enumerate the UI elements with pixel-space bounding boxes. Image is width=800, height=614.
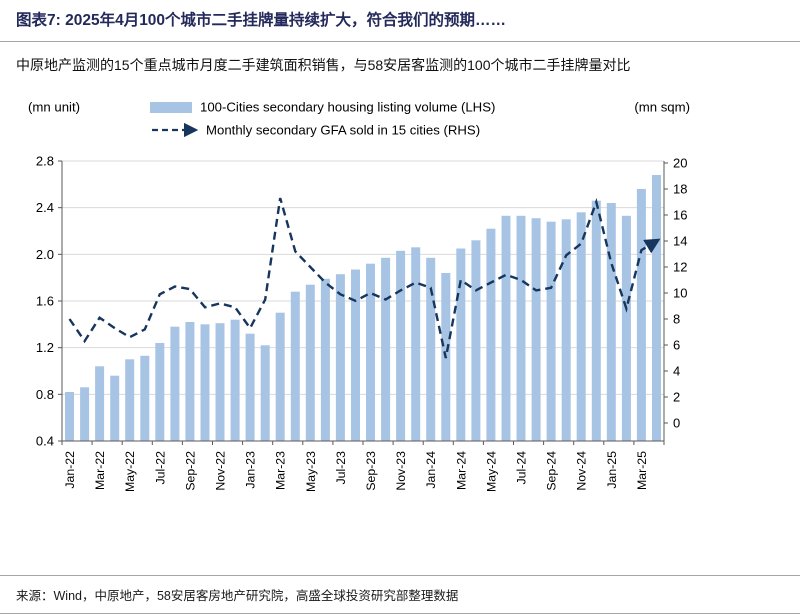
bar	[200, 323, 210, 441]
bar	[80, 386, 90, 441]
right-axis-tick-label: 18	[673, 181, 687, 196]
bar	[621, 215, 631, 441]
left-axis-tick-label: 2.0	[36, 246, 54, 261]
legend-bar-label: 100-Cities secondary housing listing vol…	[200, 99, 495, 114]
legend-bar-swatch	[150, 101, 192, 113]
left-axis-tick-label: 1.2	[36, 340, 54, 355]
chart-subtitle: 中原地产监测的15个重点城市月度二手建筑面积销售，与58安居客监测的100个城市…	[16, 56, 631, 73]
bar	[351, 269, 360, 441]
right-axis-tick-label: 6	[673, 337, 680, 352]
x-axis-tick-label: Mar-22	[93, 450, 107, 489]
left-axis-tick-label: 0.8	[36, 386, 54, 401]
x-axis-tick-label: Sep-24	[545, 450, 559, 490]
x-axis-tick-label: Nov-23	[394, 450, 408, 490]
bar	[155, 342, 165, 441]
right-axis-tick-label: 4	[673, 363, 680, 378]
left-axis-tick-label: 2.8	[36, 153, 54, 168]
bar	[471, 239, 481, 441]
spacer	[0, 521, 800, 575]
left-axis-tick-label: 0.4	[36, 433, 54, 448]
x-axis-tick-label: Jul-22	[153, 450, 167, 484]
bar	[290, 291, 300, 441]
right-axis-tick-label: 12	[673, 259, 687, 274]
left-axis-tick-label: 2.4	[36, 200, 54, 215]
x-axis-tick-label: Jul-24	[515, 450, 529, 484]
bar	[275, 312, 285, 441]
bar	[576, 211, 586, 441]
x-axis-tick-label: Mar-24	[454, 450, 468, 489]
bar	[320, 278, 330, 441]
bar	[652, 174, 661, 441]
bar	[546, 221, 556, 441]
left-axis-tick-label: 1.6	[36, 293, 54, 308]
bar	[260, 344, 270, 441]
x-axis-tick-label: May-23	[304, 450, 318, 491]
bar	[501, 215, 511, 441]
bar-series	[65, 174, 661, 441]
chart-header: 图表7: 2025年4月100个城市二手挂牌量持续扩大，符合我们的预期……	[0, 0, 800, 42]
x-axis-tick-label: Nov-22	[214, 450, 228, 490]
bar	[65, 391, 74, 441]
bar	[335, 273, 345, 441]
x-axis-tick-label: Nov-24	[575, 450, 589, 490]
right-axis-tick-label: 16	[673, 207, 687, 222]
bar	[366, 263, 375, 441]
x-axis-tick-label: Sep-23	[364, 450, 378, 490]
dual-axis-chart: 2.82.42.01.61.20.80.420181614121086420Ja…	[28, 99, 690, 492]
x-axis-tick-label: Mar-23	[274, 450, 288, 489]
bar	[305, 284, 315, 441]
bar	[140, 355, 150, 441]
bar	[411, 246, 421, 441]
right-axis-tick-label: 14	[673, 233, 687, 248]
bar	[591, 200, 601, 441]
bar	[531, 217, 541, 441]
right-axis-tick-label: 2	[673, 389, 680, 404]
x-axis-tick-label: Jul-23	[334, 450, 348, 484]
right-axis-tick-label: 10	[673, 285, 687, 300]
right-axis-unit-label: (mn sqm)	[634, 99, 690, 114]
x-axis-tick-label: Mar-25	[635, 450, 649, 489]
x-axis-tick-label: Jan-22	[63, 450, 77, 488]
legend: 100-Cities secondary housing listing vol…	[150, 99, 495, 137]
bar	[456, 248, 466, 441]
bar	[230, 319, 240, 441]
right-axis-tick-label: 8	[673, 311, 680, 326]
bar	[381, 257, 391, 441]
x-axis-tick-label: Jan-23	[244, 450, 258, 488]
bar	[95, 365, 105, 441]
bar	[215, 322, 225, 441]
legend-line-label: Monthly secondary GFA sold in 15 cities …	[206, 122, 480, 137]
x-axis-tick-label: Sep-22	[183, 450, 197, 490]
x-axis-tick-label: Jan-25	[605, 450, 619, 488]
chart-title: 图表7: 2025年4月100个城市二手挂牌量持续扩大，符合我们的预期……	[16, 12, 507, 29]
bar	[636, 188, 646, 441]
right-axis-tick-label: 0	[673, 415, 680, 430]
bar	[561, 218, 571, 441]
chart-area: 2.8 2.4 2.0 1.6 1.2 0.8 0.4 20 18 16 14 12 10 8 6 4 2 0 Ja…	[0, 89, 800, 521]
x-axis-tick-label: May-24	[484, 450, 498, 491]
x-axis-tick-label: Jan-24	[424, 450, 438, 488]
bar	[110, 375, 120, 441]
trend-line	[68, 197, 661, 358]
bar	[396, 250, 406, 441]
bar	[185, 321, 195, 441]
bar	[125, 358, 135, 441]
bar	[486, 228, 496, 441]
left-axis-unit-label: (mn unit)	[28, 99, 80, 114]
x-axis-tick-label: May-22	[123, 450, 137, 491]
bar	[606, 202, 616, 441]
bar	[245, 333, 255, 441]
bar	[170, 326, 180, 441]
bar	[426, 257, 436, 441]
right-axis-tick-label: 20	[673, 155, 687, 170]
source-note: 来源：Wind，中原地产，58安居客房地产研究院，高盛全球投资研究部整理数据	[0, 575, 800, 614]
bar	[516, 215, 526, 441]
